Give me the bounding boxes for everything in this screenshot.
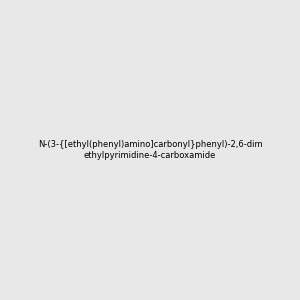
Text: N-(3-{[ethyl(phenyl)amino]carbonyl}phenyl)-2,6-dim
ethylpyrimidine-4-carboxamide: N-(3-{[ethyl(phenyl)amino]carbonyl}pheny… (38, 140, 262, 160)
